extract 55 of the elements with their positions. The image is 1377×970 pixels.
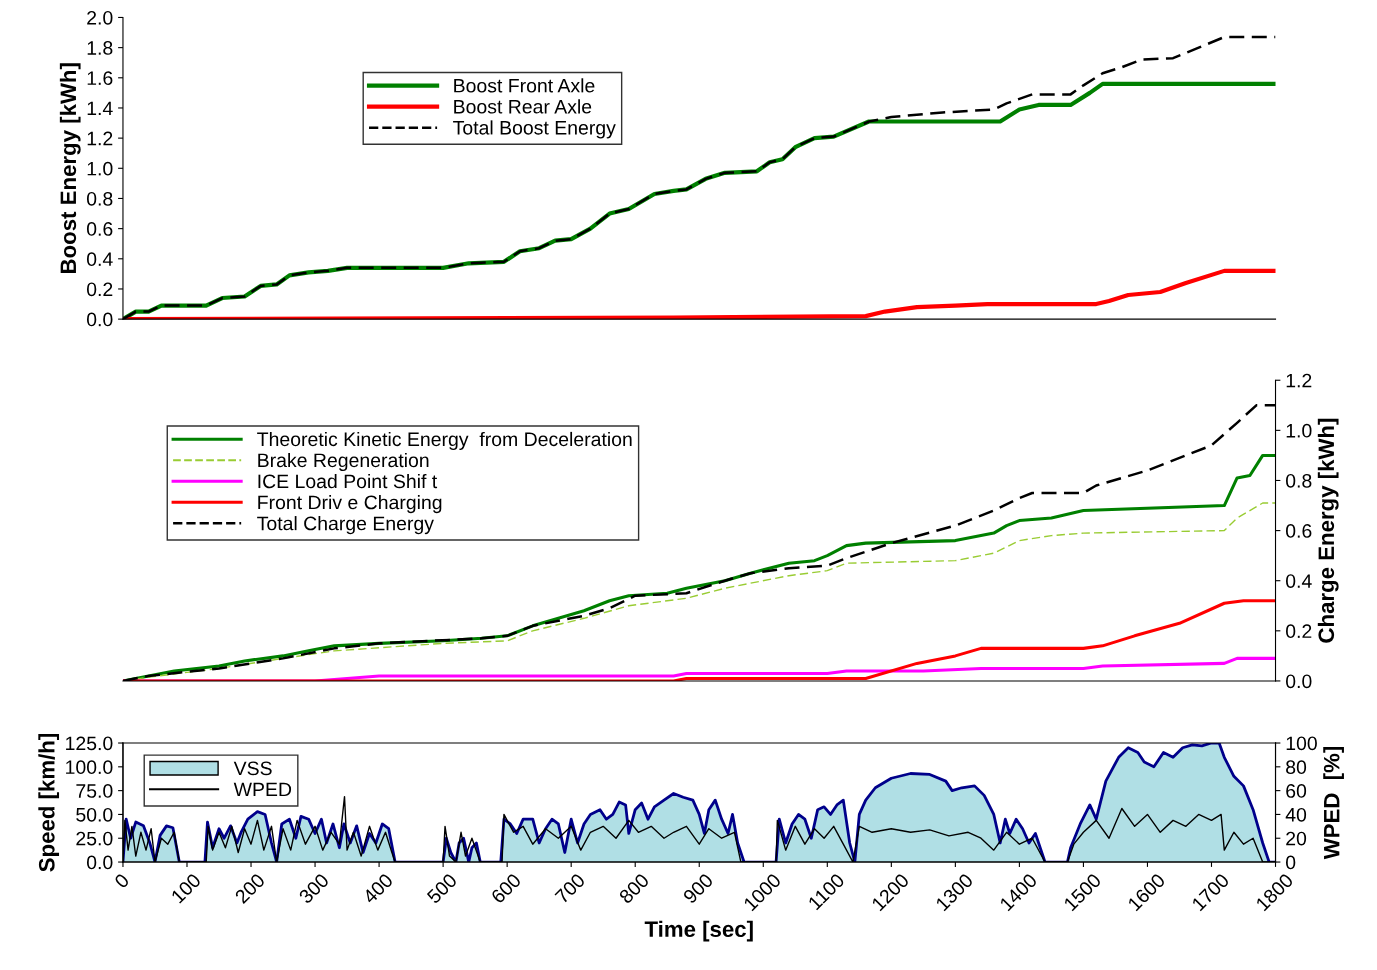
y-tick-label: 25.0 xyxy=(76,831,113,846)
y2-tick-label: 0 xyxy=(1286,855,1296,870)
y2-tick-label: 1.0 xyxy=(1286,423,1312,438)
y2-tick-label: 0.8 xyxy=(1286,473,1312,488)
y-tick-label: 2.0 xyxy=(87,10,113,25)
legend-label: WPED xyxy=(233,782,292,797)
legend-label: Boost Front Axle xyxy=(454,78,595,93)
y-tick-label: 125.0 xyxy=(66,736,113,751)
x-tick-label: 0 xyxy=(113,872,130,889)
x-tick-label: 700 xyxy=(554,872,586,905)
y2-tick-label: 40 xyxy=(1285,807,1307,822)
y-tick-label: 0.0 xyxy=(86,312,113,327)
y2-axis-title: Charge Energy [kWh] xyxy=(1317,418,1339,643)
y2-tick-label: 100 xyxy=(1286,736,1317,751)
y2-tick-label: 0.2 xyxy=(1286,624,1312,639)
legend-label: Total Charge Energy xyxy=(257,516,434,535)
y2-tick-label: 0.6 xyxy=(1286,524,1312,538)
y-tick-label: 1.0 xyxy=(87,161,113,176)
y-tick-label: 1.6 xyxy=(87,71,113,86)
y-tick-label: 100.0 xyxy=(66,760,113,775)
y2-axis-title: WPED [%] xyxy=(1323,746,1344,860)
y-tick-label: 1.4 xyxy=(87,101,113,116)
legend-label: Boost Rear Axle xyxy=(454,99,592,114)
x-tick-label: 100 xyxy=(170,872,202,904)
y-axis-title: Boost Energy [kWh] xyxy=(59,63,81,273)
x-tick-label: 400 xyxy=(361,872,394,905)
legend-label: Theoretic Kinetic Energy from Deceleration xyxy=(257,431,632,451)
y-tick-label: 0.0 xyxy=(86,855,113,870)
x-tick-label: 600 xyxy=(490,872,522,905)
y-tick-label: 1.2 xyxy=(87,131,113,146)
y-axis-title: Speed [km/h] xyxy=(38,734,60,872)
x-tick-label: 300 xyxy=(298,872,330,905)
y-tick-label: 50.0 xyxy=(76,807,113,822)
x-tick-label: 900 xyxy=(682,872,714,905)
x-tick-label: 200 xyxy=(234,872,266,905)
y2-tick-label: 0.0 xyxy=(1286,674,1312,689)
x-tick-label: 500 xyxy=(426,872,458,905)
y2-tick-label: 80 xyxy=(1286,760,1307,775)
y-tick-label: 75.0 xyxy=(76,784,113,798)
y-tick-label: 0.2 xyxy=(86,282,113,297)
x-axis-title: Time [sec] xyxy=(644,920,753,942)
x-tick-label: 800 xyxy=(618,872,650,905)
y-tick-label: 0.6 xyxy=(86,222,113,236)
y2-tick-label: 0.4 xyxy=(1286,574,1312,588)
legend-label: ICE Load Point Shif t xyxy=(258,473,438,489)
y2-tick-label: 20 xyxy=(1286,831,1307,846)
legend-label: VSS xyxy=(233,761,272,776)
y-tick-label: 0.8 xyxy=(86,191,113,206)
legend-label: Total Boost Energy xyxy=(453,120,616,139)
legend-label: Front Driv e Charging xyxy=(258,495,442,514)
y2-tick-label: 1.2 xyxy=(1286,373,1312,388)
y-tick-label: 1.8 xyxy=(87,41,113,55)
y2-tick-label: 60 xyxy=(1286,784,1307,798)
y-tick-label: 0.4 xyxy=(86,252,113,267)
legend-label: Brake Regeneration xyxy=(258,452,429,472)
